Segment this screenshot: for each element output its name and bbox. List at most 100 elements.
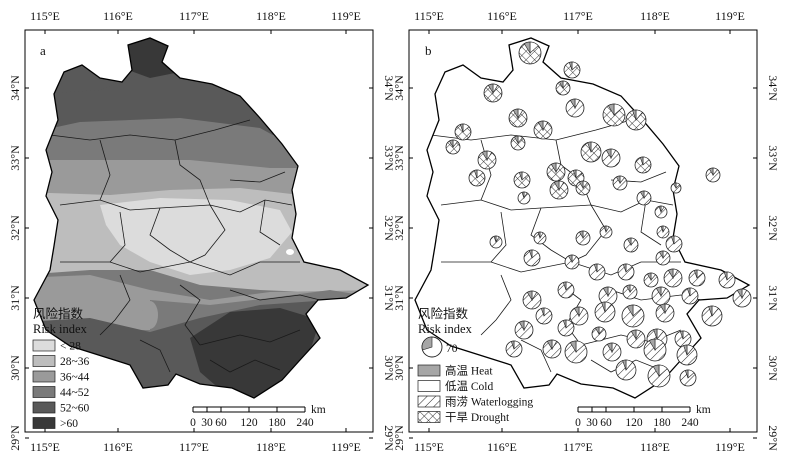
station-pie <box>623 237 639 253</box>
lon-label-bottom: 117°E <box>179 440 209 454</box>
lat-label-left: 33°N <box>392 145 406 171</box>
station-pie <box>575 230 591 246</box>
legend-a-swatch <box>32 370 56 383</box>
lat-label-left: 34°N <box>392 75 406 101</box>
station-pie <box>517 191 531 205</box>
station-pie <box>626 329 646 349</box>
station-pie <box>655 303 675 323</box>
station-pie <box>598 286 618 306</box>
legend-a-swatch <box>32 417 56 429</box>
scale-unit: km <box>311 404 326 416</box>
legend-b-label: 低温 Cold <box>445 379 493 393</box>
station-pie <box>535 307 553 325</box>
scale-unit: km <box>696 404 711 416</box>
station-pie <box>615 359 637 381</box>
station-pie <box>655 250 671 266</box>
station-pie <box>679 369 697 387</box>
legend-b-title-cn: 风险指数 <box>418 306 469 321</box>
scale-tick-label: 120 <box>625 417 643 429</box>
station-pie <box>575 180 591 196</box>
scale-tick-label: 180 <box>268 417 286 429</box>
station-pie <box>580 141 602 163</box>
lat-label-right: 33°N <box>382 145 396 171</box>
lon-label-bottom: 115°E <box>30 440 60 454</box>
panel-a: a <box>24 29 374 433</box>
lat-label-left: 29°N <box>8 425 22 451</box>
lon-label-top: 119°E <box>715 9 745 23</box>
station-pie <box>718 271 736 289</box>
lat-label-left: 32°N <box>8 215 22 241</box>
station-pie <box>542 339 562 359</box>
station-pie <box>643 338 667 362</box>
station-pie <box>546 162 566 182</box>
lat-label-right: 30°N <box>766 355 780 381</box>
legend-a-label: 44~52 <box>60 387 89 399</box>
station-pie <box>634 156 652 174</box>
station-pie <box>549 180 569 200</box>
station-pie <box>555 80 571 96</box>
scale-tick-label: 240 <box>296 417 314 429</box>
lon-label-bottom: 119°E <box>331 440 361 454</box>
station-pie <box>518 41 542 65</box>
station-pie <box>569 306 589 326</box>
scale-tick-label: 30 <box>586 417 598 429</box>
lon-label-top: 118°E <box>256 9 286 23</box>
legend-b-label: 高温 Heat <box>445 364 493 378</box>
lon-label-bottom: 119°E <box>715 440 745 454</box>
lon-label-bottom: 117°E <box>563 440 593 454</box>
station-pie <box>617 263 635 281</box>
station-pie <box>468 169 486 187</box>
station-pie <box>599 225 613 239</box>
legend-b-swatch <box>417 411 441 423</box>
lon-label-bottom: 118°E <box>640 440 670 454</box>
lon-label-bottom: 116°E <box>487 440 517 454</box>
station-pie <box>533 120 553 140</box>
station-pie <box>523 249 541 267</box>
station-pie <box>651 286 671 306</box>
legend-b-swatch <box>417 395 441 408</box>
legend-a-title-cn: 风险指数 <box>33 306 84 321</box>
station-pie <box>622 284 638 300</box>
station-pie <box>601 148 621 168</box>
scale-tick-label: 30 <box>201 417 213 429</box>
station-pie <box>588 263 606 281</box>
legend-a-label: >60 <box>60 418 78 430</box>
lat-label-right: 29°N <box>382 425 396 451</box>
panel-a-letter: a <box>40 43 46 58</box>
lat-label-left: 30°N <box>8 355 22 381</box>
lon-label-top: 116°E <box>103 9 133 23</box>
legend-a-classes: < 28 28~36 36~44 44~52 52~60 >60 <box>32 339 89 430</box>
lon-label-bottom: 115°E <box>414 440 444 454</box>
lon-label-bottom: 118°E <box>256 440 286 454</box>
lat-label-left: 31°N <box>8 285 22 311</box>
station-pie <box>670 182 682 194</box>
lat-label-right: 32°N <box>766 215 780 241</box>
lon-label-top: 116°E <box>487 9 517 23</box>
scale-tick-label: 120 <box>240 417 258 429</box>
station-pie <box>665 235 683 253</box>
station-pie <box>732 288 752 308</box>
station-pie <box>663 268 683 288</box>
lat-label-left: 29°N <box>392 425 406 451</box>
legend-a-swatch <box>32 401 56 414</box>
scale-tick-label: 60 <box>600 417 612 429</box>
scale-tick-label: 240 <box>681 417 699 429</box>
station-pie <box>513 171 531 189</box>
panel-b: b <box>408 29 758 433</box>
station-pie <box>454 123 472 141</box>
legend-b-label: 雨涝 Waterlogging <box>445 396 533 409</box>
legend-a-label: < 28 <box>60 341 81 353</box>
scale-tick-label: 0 <box>575 417 581 429</box>
station-pie <box>557 319 575 337</box>
lon-label-top: 119°E <box>331 9 361 23</box>
legend-a-swatch <box>32 355 56 367</box>
lat-label-right: 34°N <box>766 75 780 101</box>
station-pie <box>514 320 534 340</box>
station-pie <box>681 287 699 305</box>
panel-a-county-borders <box>49 119 321 373</box>
legend-b-label: 干旱 Drought <box>445 411 510 424</box>
